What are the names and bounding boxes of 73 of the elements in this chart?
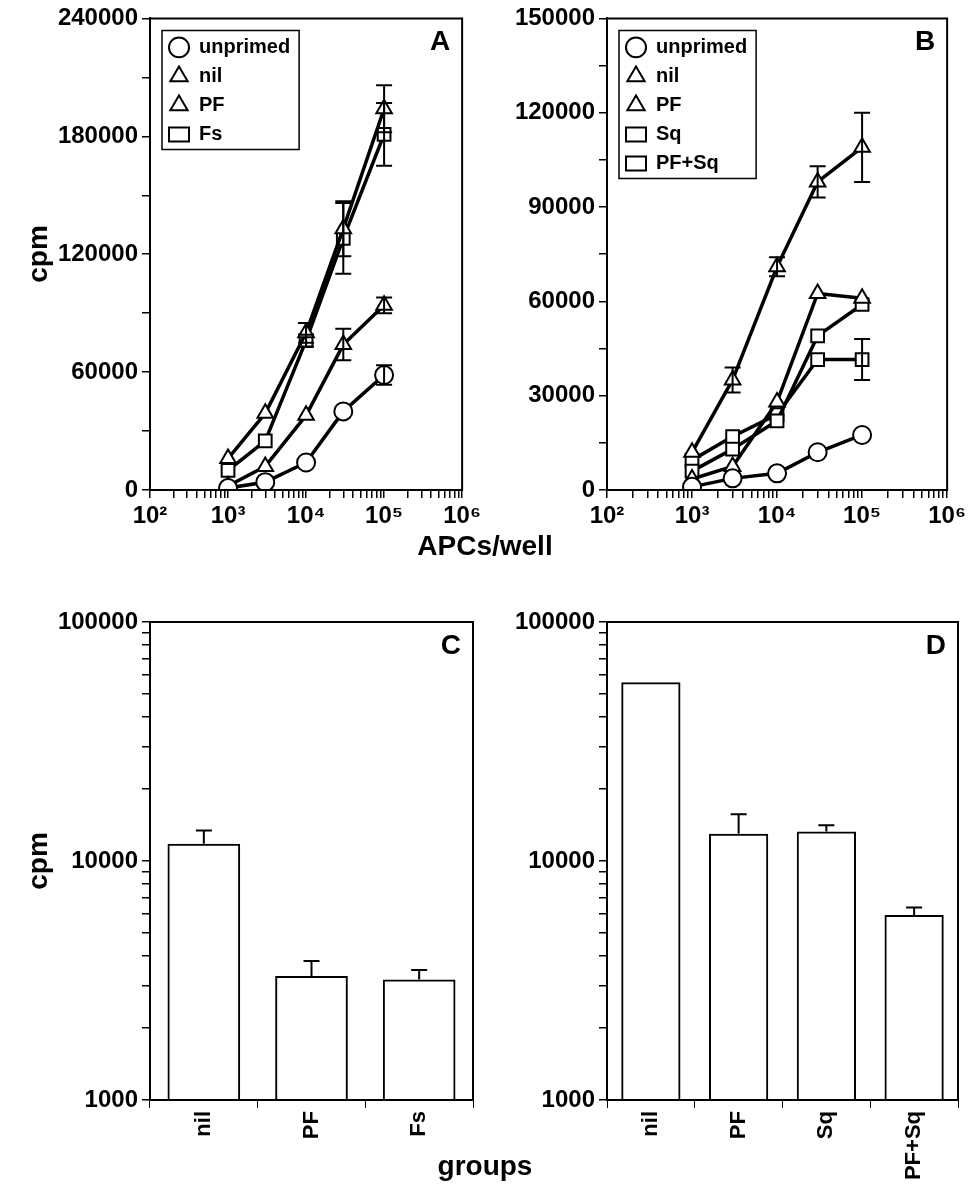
x-tick-label: 10⁵ <box>365 501 404 529</box>
x-tick-label: nil <box>636 1111 662 1137</box>
y-tick-label: 100000 <box>514 606 595 634</box>
y-axis-title: cpm <box>21 225 54 283</box>
x-axis-title: groups <box>437 1150 533 1181</box>
point <box>767 463 788 484</box>
point <box>852 424 873 445</box>
x-tick-label: 10² <box>589 501 625 529</box>
point <box>810 328 825 344</box>
y-axis-title: cpm <box>21 832 54 890</box>
point <box>808 283 827 299</box>
point <box>257 433 273 449</box>
y-tick-label: 120000 <box>514 97 595 125</box>
point <box>333 401 354 422</box>
point <box>722 468 743 489</box>
chart-title: D <box>925 628 946 660</box>
point <box>220 462 236 478</box>
y-tick-label: 60000 <box>528 285 595 313</box>
y-tick-label: 120000 <box>57 238 138 266</box>
legend-label: Sq <box>656 121 682 144</box>
x-axis-title: APCs/well <box>416 530 554 562</box>
y-tick-label: 10000 <box>528 845 595 873</box>
chart-title: A <box>429 25 451 57</box>
point <box>297 405 315 421</box>
legend-label: nil <box>199 63 223 86</box>
legend-label: PF <box>199 92 225 115</box>
y-tick-label: 180000 <box>57 120 138 148</box>
y-tick-label: 0 <box>124 474 138 502</box>
x-tick-label: 10⁵ <box>843 501 882 529</box>
x-tick-label: 10⁶ <box>443 501 481 529</box>
point <box>725 441 740 457</box>
y-tick-label: 30000 <box>528 380 595 408</box>
x-tick-label: 10² <box>132 501 168 529</box>
point <box>810 352 825 367</box>
point <box>255 472 276 490</box>
y-tick-label: 240000 <box>57 3 138 31</box>
x-tick-label: PF <box>724 1111 750 1140</box>
x-tick-label: 10⁴ <box>757 501 797 529</box>
chart-title: C <box>440 628 461 660</box>
x-tick-label: PF+Sq <box>900 1111 926 1181</box>
x-tick-label: Sq <box>812 1111 838 1140</box>
point <box>683 442 701 458</box>
x-tick-label: 10³ <box>210 501 246 529</box>
point <box>725 429 740 444</box>
point <box>219 448 237 465</box>
y-tick-label: 150000 <box>514 3 595 31</box>
legend-label: Fs <box>199 121 223 144</box>
x-tick-label: 10⁴ <box>286 501 326 529</box>
legend-label: unprimed <box>199 34 291 57</box>
legend-label: PF <box>656 92 682 115</box>
x-tick-label: 10⁶ <box>928 501 966 529</box>
legend-label: nil <box>656 63 680 86</box>
x-tick-label: PF <box>297 1111 323 1140</box>
point <box>768 391 786 408</box>
y-tick-label: 60000 <box>71 356 138 384</box>
x-tick-label: 10³ <box>674 501 710 529</box>
y-tick-label: 1000 <box>84 1084 138 1112</box>
y-tick-label: 0 <box>581 474 595 502</box>
y-tick-label: 90000 <box>528 191 595 219</box>
chart-title: B <box>914 25 936 57</box>
legend-label: PF+Sq <box>656 150 719 173</box>
legend-label: unprimed <box>656 34 748 57</box>
point <box>769 413 785 429</box>
x-tick-label: nil <box>189 1111 215 1137</box>
point <box>296 452 317 473</box>
point <box>807 442 828 463</box>
point <box>256 456 275 472</box>
y-tick-label: 100000 <box>57 606 138 634</box>
y-tick-label: 1000 <box>541 1084 595 1112</box>
point <box>256 403 275 419</box>
x-tick-label: Fs <box>405 1111 431 1137</box>
y-tick-label: 10000 <box>71 845 138 873</box>
point <box>853 288 871 304</box>
